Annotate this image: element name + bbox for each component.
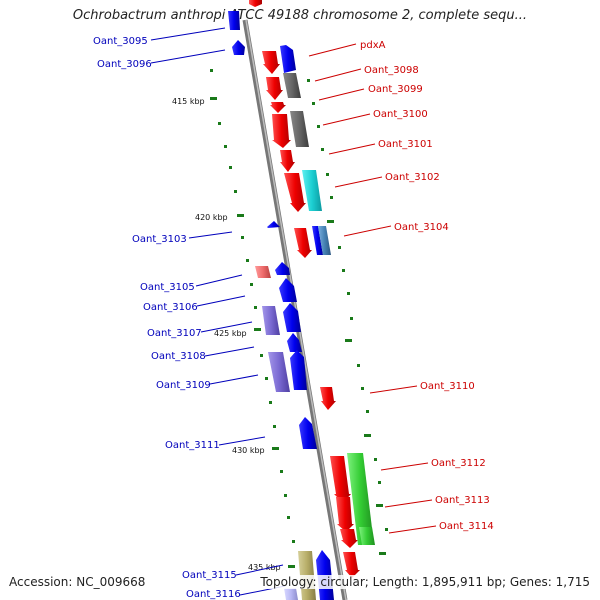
gene-label: Oant_3109 xyxy=(156,380,211,391)
label-leader-lines xyxy=(150,27,437,596)
gene-label: Oant_3114 xyxy=(439,521,494,532)
gene-label: pdxA xyxy=(360,40,386,51)
gene-arrows-forward xyxy=(249,0,360,578)
gene-label: Oant_3116 xyxy=(186,589,241,600)
gene-label: Oant_3110 xyxy=(420,381,475,392)
gene-label: Oant_3100 xyxy=(373,109,428,120)
kbp-label: 435 kbp xyxy=(248,563,281,572)
tick-marks xyxy=(210,69,388,568)
gene-labels-forward: pdxA Oant_3098 Oant_3099 Oant_3100 Oant_… xyxy=(360,40,494,532)
genome-summary: Topology: circular; Length: 1,895,911 bp… xyxy=(260,575,590,589)
gene-label: Oant_3108 xyxy=(151,351,206,362)
accession-label: Accession: NC_009668 xyxy=(9,575,146,589)
gene-arrow xyxy=(262,51,280,74)
gene-label: Oant_3099 xyxy=(368,84,423,95)
gene-arrow xyxy=(302,170,322,211)
gene-label: Oant_3098 xyxy=(364,65,419,76)
gene-arrow xyxy=(284,173,306,212)
gene-label: Oant_3095 xyxy=(93,36,148,47)
gene-arrow xyxy=(312,226,323,255)
gene-arrows-reverse xyxy=(228,11,375,600)
gene-label: Oant_3112 xyxy=(431,458,486,469)
gene-arrow xyxy=(347,453,374,545)
gene-arrow xyxy=(279,278,297,302)
gene-arrow xyxy=(330,456,351,503)
gene-arrow xyxy=(280,150,295,172)
kbp-label: 425 kbp xyxy=(214,329,247,338)
kbp-label: 430 kbp xyxy=(232,446,265,455)
kbp-label: 415 kbp xyxy=(172,97,205,106)
kbp-labels: 415 kbp 420 kbp 425 kbp 430 kbp 435 kbp xyxy=(172,97,281,572)
gene-arrow xyxy=(268,352,290,392)
gene-label: Oant_3111 xyxy=(165,440,220,451)
gene-arrow xyxy=(228,11,240,30)
gene-arrow xyxy=(343,552,360,578)
gene-label: Oant_3105 xyxy=(140,282,195,293)
gene-label: Oant_3101 xyxy=(378,139,433,150)
gene-label: Oant_3096 xyxy=(97,59,152,70)
gene-arrow xyxy=(232,40,245,55)
gene-arrow xyxy=(270,102,286,113)
gene-arrow xyxy=(249,0,262,7)
gene-arrow xyxy=(336,497,354,532)
gene-arrow xyxy=(272,114,291,148)
gene-arrow xyxy=(266,77,283,100)
gene-arrow xyxy=(299,417,317,449)
gene-arrow xyxy=(318,226,331,255)
gene-label: Oant_3107 xyxy=(147,328,202,339)
gene-label: Oant_3103 xyxy=(132,234,187,245)
gene-arrow xyxy=(294,228,312,258)
gene-arrow xyxy=(320,387,336,410)
gene-labels-reverse: Oant_3095 Oant_3096 Oant_3103 Oant_3105 … xyxy=(93,36,241,600)
gene-arrow xyxy=(267,221,280,228)
gene-arrow xyxy=(262,306,280,335)
gene-arrow xyxy=(283,303,301,332)
gene-arrow xyxy=(284,588,298,600)
gene-arrow xyxy=(290,111,309,147)
gene-arrow xyxy=(280,45,296,73)
gene-label: Oant_3115 xyxy=(182,570,237,581)
gene-arrow xyxy=(275,262,290,275)
gene-label: Oant_3102 xyxy=(385,172,440,183)
gene-arrow xyxy=(255,266,271,278)
gene-arrow xyxy=(359,527,375,545)
kbp-label: 420 kbp xyxy=(195,213,228,222)
gene-arrow xyxy=(340,529,358,548)
gene-label: Oant_3104 xyxy=(394,222,449,233)
gene-arrow xyxy=(290,350,307,390)
gene-label: Oant_3106 xyxy=(143,302,198,313)
gene-label: Oant_3113 xyxy=(435,495,490,506)
map-title: Ochrobactrum anthropi ATCC 49188 chromos… xyxy=(72,8,528,23)
gene-arrow xyxy=(287,333,302,352)
gene-arrow xyxy=(283,73,301,98)
